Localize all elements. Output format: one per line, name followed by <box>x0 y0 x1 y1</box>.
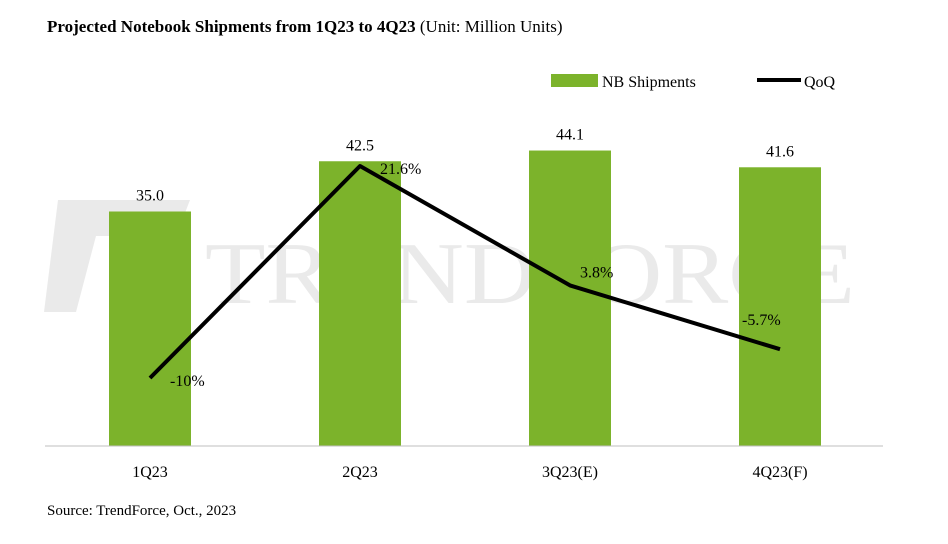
bar-series <box>109 150 821 446</box>
bar-data-labels: 35.0 42.5 44.1 41.6 <box>136 127 794 205</box>
line-label-2: 21.6% <box>380 161 421 178</box>
source-note: Source: TrendForce, Oct., 2023 <box>47 503 237 519</box>
legend-line-label: QoQ <box>804 74 836 91</box>
x-tick-1: 1Q23 <box>132 464 168 481</box>
bar-1 <box>109 211 191 446</box>
chart-title-main: Projected Notebook Shipments from 1Q23 t… <box>47 17 416 36</box>
x-axis-tick-labels: 1Q23 2Q23 3Q23(E) 4Q23(F) <box>132 464 807 481</box>
legend-bar-label: NB Shipments <box>602 74 696 91</box>
bar-2 <box>319 161 401 446</box>
legend-bar-swatch <box>551 74 598 87</box>
bar-3 <box>529 150 611 446</box>
bar-label-2: 42.5 <box>346 137 374 154</box>
qoq-line <box>148 164 781 380</box>
x-tick-2: 2Q23 <box>342 464 378 481</box>
bar-label-4: 41.6 <box>766 143 794 160</box>
line-label-3: 3.8% <box>580 264 613 281</box>
chart-title: Projected Notebook Shipments from 1Q23 t… <box>47 17 563 37</box>
bar-4 <box>739 167 821 446</box>
bar-label-3: 44.1 <box>556 127 584 144</box>
chart-title-unit: (Unit: Million Units) <box>415 17 563 36</box>
line-label-4: -5.7% <box>742 312 781 329</box>
bar-label-1: 35.0 <box>136 188 164 205</box>
legend: NB Shipments QoQ <box>551 74 836 91</box>
line-label-1: -10% <box>170 373 205 390</box>
line-data-labels: -10% 21.6% 3.8% -5.7% <box>170 161 781 390</box>
x-tick-4: 4Q23(F) <box>752 464 807 481</box>
x-tick-3: 3Q23(E) <box>542 464 598 481</box>
